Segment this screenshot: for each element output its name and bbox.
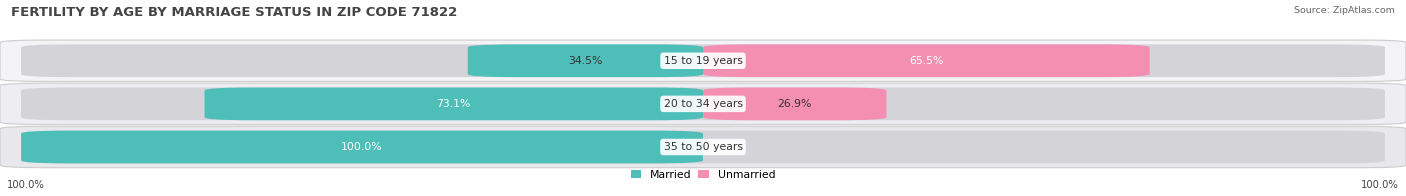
Text: 15 to 19 years: 15 to 19 years bbox=[664, 56, 742, 66]
FancyBboxPatch shape bbox=[21, 87, 1385, 120]
FancyBboxPatch shape bbox=[468, 44, 703, 77]
FancyBboxPatch shape bbox=[0, 40, 1406, 82]
Text: 73.1%: 73.1% bbox=[437, 99, 471, 109]
Text: 65.5%: 65.5% bbox=[910, 56, 943, 66]
Text: 100.0%: 100.0% bbox=[7, 180, 45, 190]
FancyBboxPatch shape bbox=[21, 131, 703, 163]
Text: 100.0%: 100.0% bbox=[342, 142, 382, 152]
Text: 34.5%: 34.5% bbox=[568, 56, 603, 66]
FancyBboxPatch shape bbox=[0, 83, 1406, 125]
FancyBboxPatch shape bbox=[21, 131, 1385, 163]
Legend: Married, Unmarried: Married, Unmarried bbox=[631, 170, 775, 180]
FancyBboxPatch shape bbox=[21, 44, 1385, 77]
FancyBboxPatch shape bbox=[0, 126, 1406, 168]
Text: 100.0%: 100.0% bbox=[1361, 180, 1399, 190]
FancyBboxPatch shape bbox=[204, 87, 703, 120]
FancyBboxPatch shape bbox=[703, 44, 1150, 77]
Text: 20 to 34 years: 20 to 34 years bbox=[664, 99, 742, 109]
Text: 35 to 50 years: 35 to 50 years bbox=[664, 142, 742, 152]
Text: Source: ZipAtlas.com: Source: ZipAtlas.com bbox=[1294, 6, 1395, 15]
Text: FERTILITY BY AGE BY MARRIAGE STATUS IN ZIP CODE 71822: FERTILITY BY AGE BY MARRIAGE STATUS IN Z… bbox=[11, 6, 457, 19]
Text: 26.9%: 26.9% bbox=[778, 99, 811, 109]
FancyBboxPatch shape bbox=[703, 87, 886, 120]
